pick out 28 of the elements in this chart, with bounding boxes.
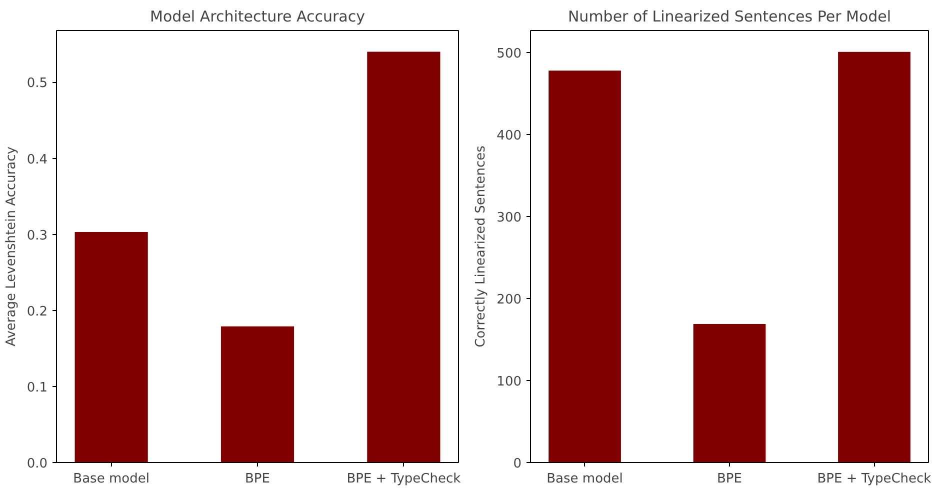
bar: [367, 52, 440, 462]
y-tick-label: 0.2: [26, 304, 48, 320]
y-tick-label: 500: [496, 46, 522, 62]
y-axis-title: Correctly Linearized Sentences: [474, 145, 489, 348]
y-tick-label: 300: [496, 210, 522, 226]
x-tick-label: Base model: [546, 472, 623, 486]
y-tick-label: 200: [496, 292, 522, 308]
chart-title: Model Architecture Accuracy: [150, 8, 366, 26]
y-tick-label: 0.5: [26, 76, 48, 92]
y-tick-label: 0.3: [26, 228, 48, 244]
bar: [693, 324, 766, 462]
y-tick-label: 0.0: [26, 456, 48, 472]
bar: [548, 70, 621, 462]
x-tick-label: BPE + TypeCheck: [817, 472, 932, 486]
y-tick-label: 0.4: [26, 152, 48, 168]
bar: [74, 232, 148, 462]
y-tick-label: 0.1: [26, 380, 48, 396]
y-tick-label: 400: [496, 128, 522, 144]
x-tick-label: BPE + TypeCheck: [346, 472, 462, 486]
y-tick-label: 100: [496, 374, 522, 390]
x-tick-label: Base model: [73, 472, 150, 486]
x-tick-label: BPE: [245, 472, 270, 486]
y-tick-label: 0: [513, 456, 522, 472]
bar: [220, 326, 294, 462]
bar: [838, 52, 910, 462]
chart-title: Number of Linearized Sentences Per Model: [568, 8, 892, 26]
y-axis-title: Average Levenshtein Accuracy: [4, 146, 19, 346]
x-tick-label: BPE: [717, 472, 742, 486]
